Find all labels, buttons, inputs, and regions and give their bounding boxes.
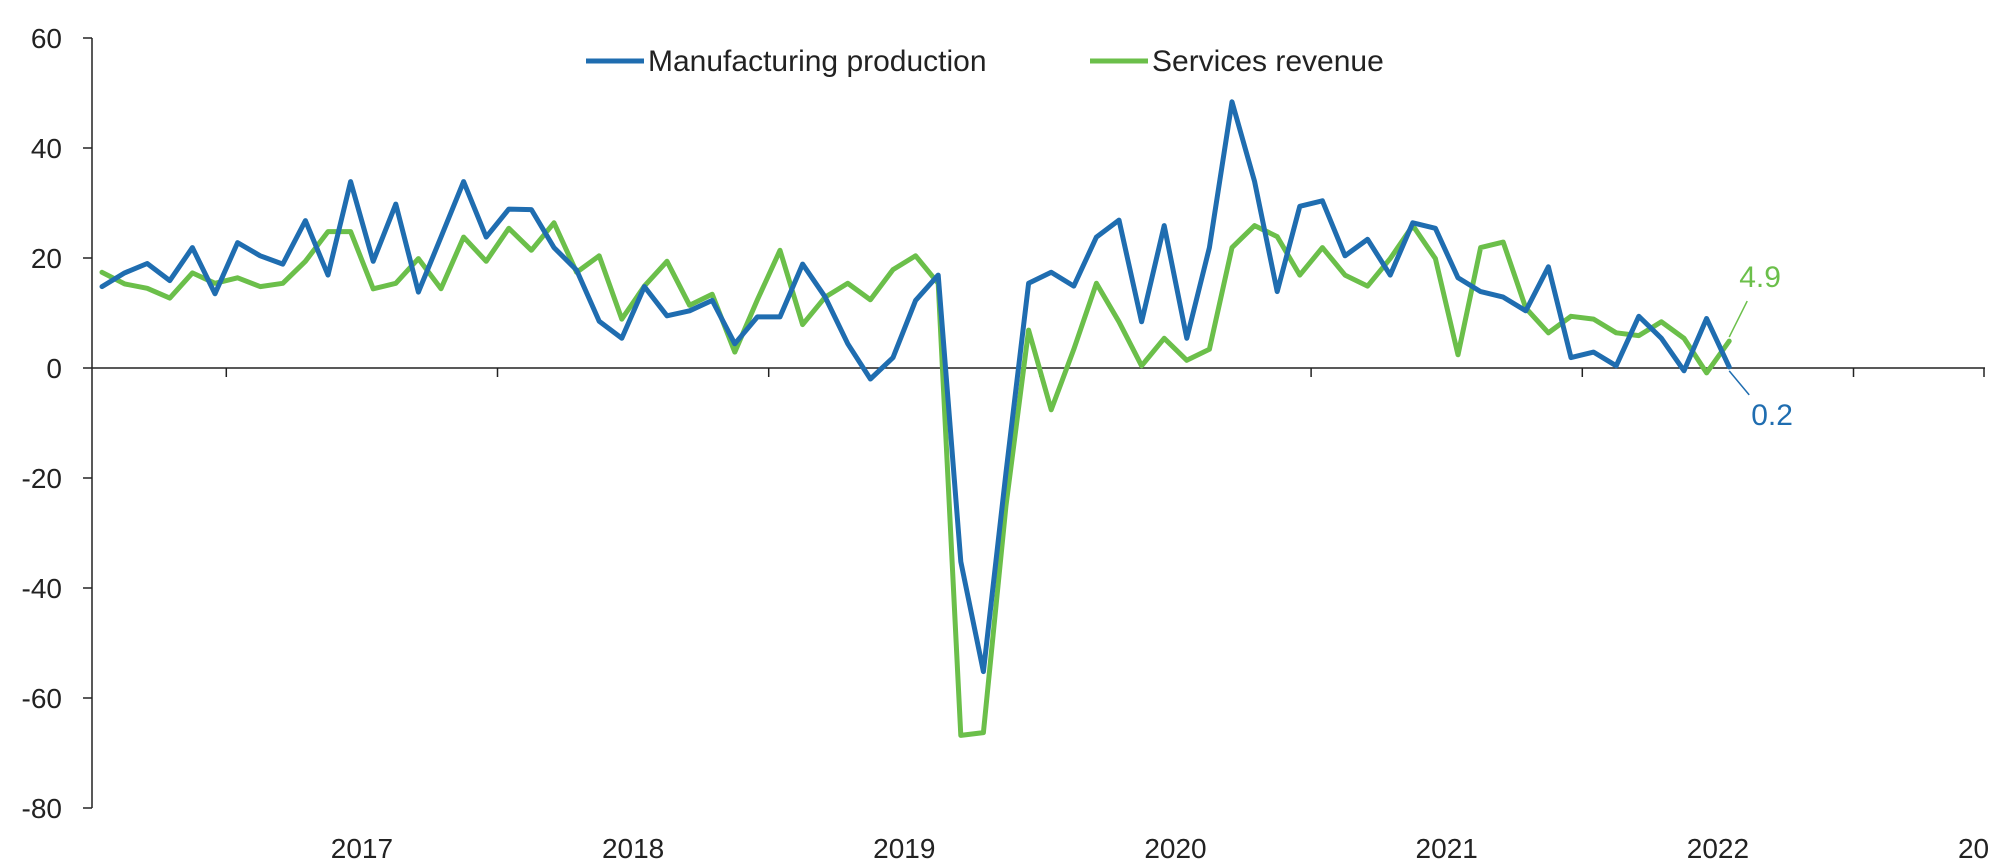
y-tick-label: 60 xyxy=(31,23,62,54)
manufacturing-end-leader xyxy=(1728,370,1750,396)
services-end-label: 4.9 xyxy=(1739,261,1781,294)
y-tick-label: 0 xyxy=(46,353,62,384)
y-tick-label: -80 xyxy=(22,793,62,824)
services-revenue-line xyxy=(99,220,1732,738)
x-axis: 2017 2018 2019 2020 2021 2022 2023 xyxy=(92,367,1989,864)
services-end-leader xyxy=(1728,300,1748,338)
legend-label: Manufacturing production xyxy=(648,45,987,78)
y-tick-label: 20 xyxy=(31,243,62,274)
x-tick-label: 2023 xyxy=(1958,833,1989,864)
x-tick-label: 2022 xyxy=(1687,833,1749,864)
manufacturing-end-label: 0.2 xyxy=(1751,399,1793,432)
legend-item-services: Services revenue xyxy=(1090,45,1384,78)
y-tick-label: -60 xyxy=(22,683,62,714)
x-tick-label: 2019 xyxy=(873,833,935,864)
x-tick-label: 2017 xyxy=(331,833,393,864)
x-tick-label: 2018 xyxy=(602,833,664,864)
x-tick-label: 2020 xyxy=(1144,833,1206,864)
y-tick-label: -40 xyxy=(22,573,62,604)
legend-label: Services revenue xyxy=(1152,45,1384,78)
legend-item-manufacturing: Manufacturing production xyxy=(586,45,987,78)
legend: Manufacturing production Services revenue xyxy=(586,45,1384,78)
y-tick-label: 40 xyxy=(31,133,62,164)
y-tick-label: -20 xyxy=(22,463,62,494)
end-labels: 4.9 0.2 xyxy=(1728,261,1793,432)
x-tick-label: 2021 xyxy=(1416,833,1478,864)
y-axis: 60 40 20 0 -20 -40 -60 -80 xyxy=(22,23,93,824)
manufacturing-production-line xyxy=(99,99,1732,675)
series-layer xyxy=(99,99,1732,738)
